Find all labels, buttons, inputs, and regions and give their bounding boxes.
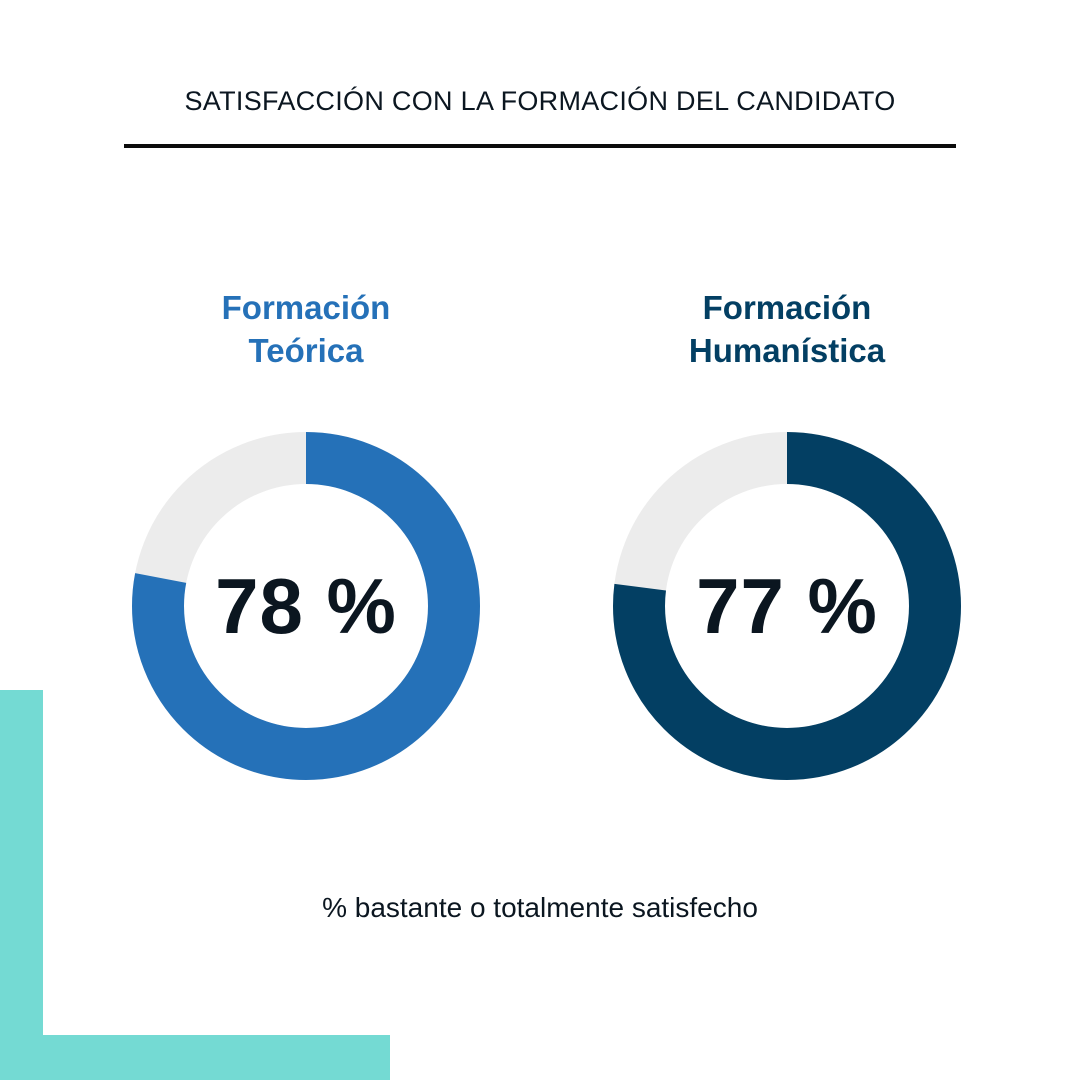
decorative-corner-vertical <box>0 690 43 1080</box>
page-title: SATISFACCIÓN CON LA FORMACIÓN DEL CANDID… <box>184 86 896 116</box>
donut-chart-teorica: 78 % <box>131 431 481 781</box>
chart-label-line1: Formación <box>221 289 391 326</box>
chart-label-line2: Teórica <box>248 332 364 369</box>
donut-chart-humanistica: 77 % <box>612 431 962 781</box>
donut-ring <box>613 432 961 780</box>
donut-value: 77 % <box>696 561 878 650</box>
donut-arc <box>613 432 961 780</box>
donut-value: 78 % <box>215 561 397 650</box>
chart-label-line1: Formación <box>702 289 872 326</box>
footnote: % bastante o totalmente satisfecho <box>322 892 758 923</box>
donut-arc <box>132 432 480 780</box>
chart-label-humanistica: Formación Humanística <box>607 286 967 372</box>
donut-ring <box>132 432 480 780</box>
decorative-corner-horizontal <box>0 1035 390 1080</box>
chart-label-teorica: Formación Teórica <box>126 286 486 372</box>
title-divider <box>124 144 956 148</box>
chart-label-line2: Humanística <box>688 332 886 369</box>
